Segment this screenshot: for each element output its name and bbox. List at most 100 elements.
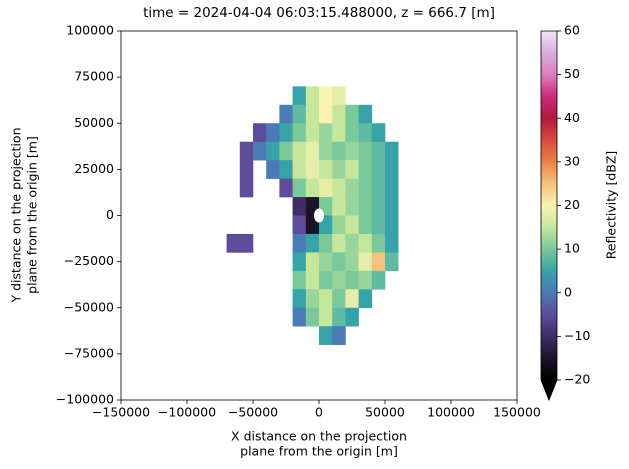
heatmap-cell: [345, 233, 359, 253]
heatmap-cell: [332, 197, 346, 216]
y-tick-label: −50000: [64, 299, 114, 314]
heatmap-cell: [305, 289, 320, 309]
heatmap-cell: [319, 141, 333, 161]
heatmap-cell: [332, 178, 346, 198]
colorbar-tick-label: 10: [564, 241, 580, 256]
heatmap-cell: [305, 123, 320, 142]
heatmap-cell: [385, 160, 399, 179]
heatmap-cell: [239, 141, 254, 161]
heatmap-cell: [345, 270, 359, 290]
colorbar-tick-label: 30: [564, 153, 580, 168]
heatmap-cell: [305, 86, 320, 106]
heatmap-cell: [319, 86, 333, 106]
y-tick-label: −25000: [64, 253, 114, 268]
heatmap-cell: [319, 233, 333, 253]
colorbar-label: Reflectivity [dBZ]: [604, 151, 619, 260]
colorbar: [541, 31, 557, 380]
heatmap-cell: [266, 141, 280, 161]
heatmap-cell: [345, 141, 359, 161]
heatmap-cell: [332, 252, 346, 272]
heatmap-cell: [358, 141, 373, 161]
heatmap-cell: [332, 233, 346, 253]
colorbar-frame: [540, 30, 558, 402]
heatmap-cell: [358, 233, 373, 253]
heatmap-cell: [371, 215, 386, 235]
heatmap-cell: [345, 123, 359, 142]
heatmap-cell: [385, 178, 399, 198]
colorbar-tick-label: −20: [564, 372, 590, 387]
y-axis-label: plane from the origin [m]: [25, 136, 40, 294]
heatmap-cell: [305, 141, 320, 161]
heatmap-cell: [239, 178, 254, 198]
heatmap-cell: [385, 141, 399, 161]
heatmap-cell: [292, 215, 307, 235]
x-tick-label: −50000: [228, 405, 278, 420]
heatmap-cell: [292, 197, 307, 216]
x-tick-label: 150000: [493, 405, 541, 420]
heatmap-cell: [332, 326, 346, 345]
heatmap-cell: [332, 141, 346, 161]
heatmap-cell: [305, 178, 320, 198]
heatmap-cell: [332, 123, 346, 142]
heatmap-cell: [345, 252, 359, 272]
heatmap-cell: [253, 123, 267, 142]
y-tick-label: 25000: [74, 161, 114, 176]
heatmap-cell: [371, 233, 386, 253]
heatmap-cell: [345, 178, 359, 198]
heatmap-cell: [371, 197, 386, 216]
y-tick-label: 50000: [74, 115, 114, 130]
heatmap-cell: [385, 233, 399, 253]
heatmap-cell: [332, 215, 346, 235]
chart-title: time = 2024-04-04 06:03:15.488000, z = 6…: [143, 5, 495, 21]
heatmap-cell: [305, 252, 320, 272]
heatmap-cell: [332, 270, 346, 290]
heatmap-cell: [319, 307, 333, 327]
heatmap-cell: [319, 270, 333, 290]
heatmap-cell: [358, 178, 373, 198]
heatmap-cell: [292, 86, 307, 106]
heatmap-cell: [305, 104, 320, 124]
heatmap-cell: [358, 270, 373, 290]
y-tick-label: 100000: [66, 23, 114, 38]
x-tick-label: 100000: [427, 405, 475, 420]
heatmap-cell: [292, 270, 307, 290]
colorbar-tick-label: 50: [564, 66, 580, 81]
heatmap-cell: [332, 160, 346, 179]
colorbar-tick-label: 0: [564, 284, 572, 299]
heatmap-cell: [292, 141, 307, 161]
heatmap-cell: [371, 178, 386, 198]
heatmap-cell: [358, 160, 373, 179]
heatmap-cell: [279, 123, 293, 142]
heatmap-cell: [385, 215, 399, 235]
heatmap-cell: [305, 270, 320, 290]
heatmap-cell: [319, 160, 333, 179]
colorbar-tick-label: 20: [564, 197, 580, 212]
x-axis-label: X distance on the projection: [231, 429, 407, 444]
colorbar-extend: [541, 380, 557, 400]
heatmap-cell: [305, 307, 320, 327]
heatmap-cell: [385, 197, 399, 216]
heatmap-cell: [345, 215, 359, 235]
colorbar-tick-label: −10: [564, 328, 590, 343]
heatmap-cell: [292, 289, 307, 309]
heatmap-cell: [292, 252, 307, 272]
heatmap-cell: [332, 104, 346, 124]
heatmap-cell: [345, 307, 359, 327]
heatmap-cell: [305, 233, 320, 253]
y-tick-label: −75000: [64, 345, 114, 360]
heatmap-cell: [239, 233, 254, 253]
heatmap-cell: [253, 141, 267, 161]
heatmap-cell: [319, 178, 333, 198]
y-tick-label: 75000: [74, 69, 114, 84]
heatmap-cell: [345, 197, 359, 216]
heatmap-cell: [319, 289, 333, 309]
heatmap-cell: [345, 104, 359, 124]
heatmap-cell: [358, 123, 373, 142]
y-tick-label: 0: [106, 207, 114, 222]
x-tick-label: −150000: [92, 405, 150, 420]
heatmap-cell: [358, 289, 373, 309]
heatmap-cell: [292, 233, 307, 253]
heatmap-cell: [266, 160, 280, 179]
heatmap-cell: [292, 307, 307, 327]
